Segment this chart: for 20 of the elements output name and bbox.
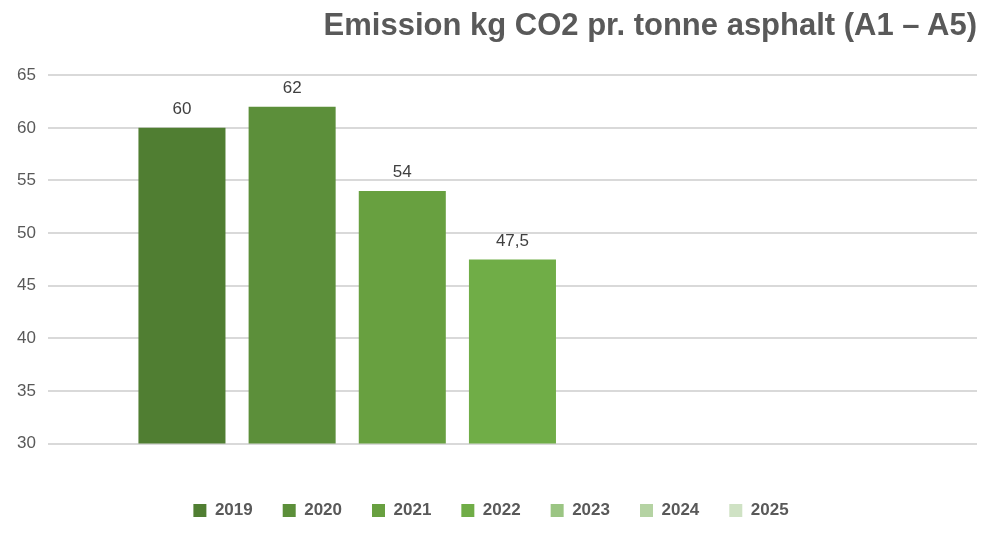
y-tick-label: 65 (16, 64, 36, 84)
y-tick-label: 60 (16, 117, 36, 137)
data-label: 62 (282, 77, 302, 97)
y-tick-label: 45 (16, 275, 36, 295)
y-tick-label: 40 (16, 328, 36, 348)
legend-label: 2025 (750, 500, 789, 520)
y-tick-label: 50 (16, 222, 36, 242)
y-tick-label: 35 (16, 380, 36, 400)
legend-label: 2019 (214, 500, 253, 520)
data-label: 54 (392, 162, 412, 182)
y-tick-label: 55 (16, 170, 36, 190)
legend-label: 2022 (482, 500, 521, 520)
legend-label: 2024 (661, 500, 700, 520)
legend-label: 2023 (572, 500, 610, 520)
data-label: 60 (172, 99, 192, 119)
legend-label: 2021 (393, 500, 432, 520)
data-label: 47,5 (495, 230, 529, 250)
y-tick-label: 30 (16, 433, 36, 453)
chart-title: Emission kg CO2 pr. tonne asphalt (A1 – A5) (323, 7, 977, 43)
legend-label: 2020 (304, 500, 343, 520)
